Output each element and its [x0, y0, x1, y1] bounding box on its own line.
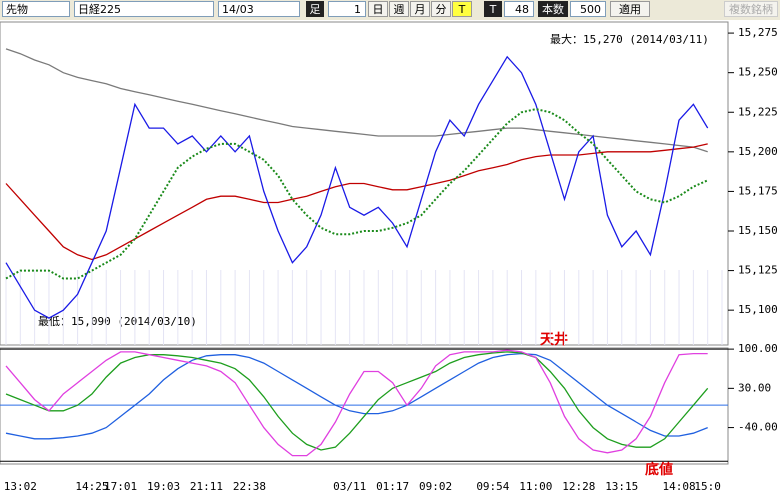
y-tick-label: 15,250 [738, 66, 778, 79]
x-tick-label: 15:0 [694, 480, 721, 493]
compare-button[interactable]: 複数銘柄 [724, 1, 778, 17]
top-annotation: 天井 [540, 331, 568, 348]
y-tick-label: 15,200 [738, 145, 778, 158]
y-tick-label: 15,150 [738, 224, 778, 237]
x-tick-label: 21:11 [190, 480, 223, 493]
toolbar: 先物 日経225 14/03 足 1 日 週 月 分 T T 48 本数 500… [0, 0, 780, 20]
y-tick-label: 15,225 [738, 105, 778, 118]
x-tick-label: 11:00 [519, 480, 552, 493]
month-button[interactable]: 月 [410, 1, 430, 17]
y-tick-label: 15,275 [738, 26, 778, 39]
minute-button[interactable]: 分 [431, 1, 451, 17]
apply-button[interactable]: 適用 [610, 1, 650, 17]
x-tick-label: 22:38 [233, 480, 266, 493]
y-tick-label: 100.00 [738, 342, 778, 355]
bar-label: 足 [306, 1, 324, 17]
series-line [5, 351, 709, 451]
x-tick-label: 13:02 [4, 480, 37, 493]
series-line [5, 108, 709, 280]
x-tick-label: 14:08 [662, 480, 695, 493]
t-label: T [484, 1, 502, 17]
min-annotation: 最低：15,090 (2014/03/10) [38, 315, 197, 328]
x-tick-label: 17:01 [104, 480, 137, 493]
x-tick-label: 09:54 [476, 480, 509, 493]
contract-select[interactable]: 14/03 [218, 1, 300, 17]
bar-input[interactable]: 1 [328, 1, 366, 17]
series-line [5, 48, 708, 153]
week-button[interactable]: 週 [389, 1, 409, 17]
x-tick-label: 09:02 [419, 480, 452, 493]
day-button[interactable]: 日 [368, 1, 388, 17]
y-tick-label: 15,175 [738, 184, 778, 197]
count-label: 本数 [538, 1, 568, 17]
y-tick-label: 15,100 [738, 303, 778, 316]
oscillator-frame [0, 347, 729, 465]
series-line [5, 143, 708, 261]
max-annotation: 最大：15,270 (2014/03/11) [550, 32, 709, 46]
y-tick-label: -40.00 [738, 421, 778, 434]
tick-button[interactable]: T [452, 1, 472, 17]
x-tick-label: 13:15 [605, 480, 638, 493]
x-tick-label: 19:03 [147, 480, 180, 493]
x-tick-label: 12:28 [562, 480, 595, 493]
count-input[interactable]: 500 [570, 1, 606, 17]
index-select[interactable]: 日経225 [74, 1, 214, 17]
series-line [5, 55, 709, 319]
series-line [5, 349, 708, 457]
instrument-select[interactable]: 先物 [2, 1, 70, 17]
x-tick-label: 14:25 [75, 480, 108, 493]
chart: 最大：15,270 (2014/03/11) 最低：15,090 (2014/0… [0, 21, 778, 493]
x-tick-label: 03/11 [333, 480, 366, 493]
y-tick-label: 15,125 [738, 264, 778, 277]
bottom-annotation: 底値 [645, 461, 673, 478]
x-tick-label: 01:17 [376, 480, 409, 493]
t-input[interactable]: 48 [504, 1, 534, 17]
y-tick-label: 30.00 [738, 381, 771, 394]
series-line [5, 352, 708, 440]
